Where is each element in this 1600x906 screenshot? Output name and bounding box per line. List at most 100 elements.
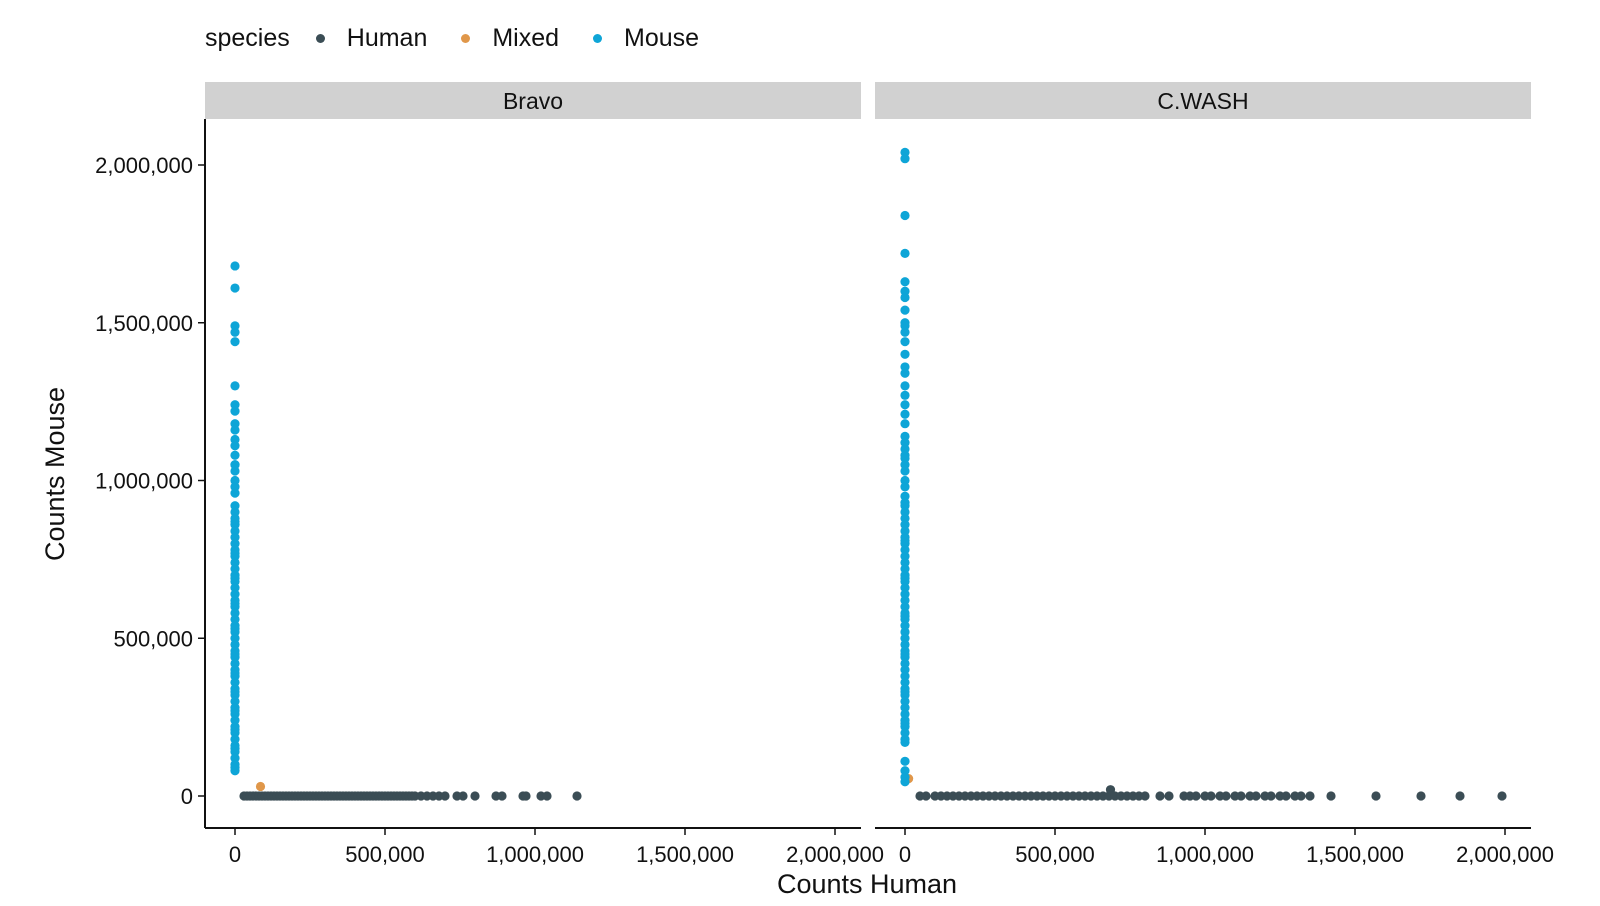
y-tick-label: 2,000,000: [95, 153, 193, 178]
point-mouse: [900, 658, 910, 669]
point-mouse: [230, 624, 240, 634]
x-tick-label: 2,000,000: [1456, 842, 1554, 867]
y-tick-label: 500,000: [113, 626, 193, 651]
point-mouse: [900, 728, 910, 738]
point-human: [1455, 791, 1465, 801]
legend-item-mixed: Mixed: [461, 24, 559, 53]
point-mouse: [230, 507, 240, 517]
point-human: [1236, 791, 1246, 801]
point-mouse: [900, 611, 910, 621]
point-human: [1371, 791, 1381, 801]
legend-mouse-dot-icon: [593, 33, 603, 43]
point-mouse: [900, 482, 910, 492]
point-mouse: [900, 671, 910, 681]
point-mouse: [230, 406, 240, 416]
point-mouse: [900, 677, 910, 688]
point-mouse: [900, 756, 910, 766]
point-mouse: [900, 709, 910, 719]
point-mouse: [230, 450, 240, 460]
facet-strip-label: Bravo: [503, 88, 563, 114]
point-human: [497, 791, 507, 801]
x-tick-label: 500,000: [345, 842, 425, 867]
point-mouse: [900, 321, 910, 331]
point-mouse: [900, 381, 910, 391]
point-mouse: [900, 466, 910, 476]
legend-label-mouse: Mouse: [624, 23, 700, 52]
legend-item-human: Human: [315, 24, 427, 53]
point-human: [1266, 791, 1276, 801]
point-mouse: [230, 425, 240, 435]
point-human: [1155, 791, 1165, 801]
point-mouse: [230, 744, 240, 754]
point-mouse: [900, 390, 910, 400]
point-human: [1164, 791, 1174, 801]
point-human: [440, 791, 450, 801]
x-tick-label: 1,000,000: [486, 842, 584, 867]
point-mouse: [230, 598, 240, 609]
point-mouse: [900, 583, 910, 593]
legend-mixed-dot-icon: [461, 33, 471, 43]
x-tick-label: 1,500,000: [636, 842, 734, 867]
point-mouse: [230, 753, 240, 763]
point-mouse: [230, 327, 240, 337]
point-mouse: [900, 703, 910, 713]
point-mouse: [900, 551, 910, 561]
point-mouse: [230, 283, 240, 293]
point-mouse: [900, 687, 910, 697]
point-mouse: [900, 557, 910, 568]
point-mouse: [900, 737, 910, 747]
point-human: [921, 791, 931, 801]
point-mouse: [900, 535, 910, 546]
point-mouse: [230, 539, 240, 549]
point-mouse: [900, 337, 910, 347]
point-mouse: [900, 438, 910, 448]
point-mouse: [230, 706, 240, 716]
point-human: [1416, 791, 1426, 801]
point-mouse: [900, 147, 910, 157]
point-mouse: [900, 507, 910, 517]
point-human: [1281, 791, 1291, 801]
point-mouse: [900, 766, 910, 776]
point-mouse: [900, 400, 910, 410]
point-human: [521, 791, 531, 801]
point-mouse: [900, 649, 910, 659]
point-mouse: [230, 321, 240, 331]
point-mouse: [230, 583, 240, 593]
point-mouse: [230, 419, 240, 429]
point-mouse: [900, 573, 910, 583]
point-mouse: [900, 602, 910, 612]
x-axis-title: Counts Human: [777, 869, 957, 899]
point-mouse: [230, 441, 240, 451]
point-human: [1221, 791, 1231, 801]
point-mouse: [900, 444, 910, 454]
x-tick-label: 0: [899, 842, 911, 867]
legend-human-dot-icon: [315, 33, 325, 43]
point-mouse: [900, 595, 910, 605]
point-mouse: [900, 545, 910, 555]
point-human: [1206, 791, 1216, 801]
point-mouse: [900, 497, 910, 508]
legend-item-mouse: Mouse: [593, 24, 699, 53]
point-mouse: [230, 696, 240, 706]
point-human: [1105, 785, 1116, 795]
point-mouse: [900, 409, 910, 419]
point-mouse: [900, 305, 910, 315]
panels: Bravo 0 500,000 1,000,000 1,500,000 2,000,000…: [95, 82, 1554, 867]
point-mouse: [230, 564, 240, 574]
point-mouse: [230, 501, 240, 511]
point-mouse: [230, 573, 240, 583]
point-mouse: [230, 548, 240, 558]
point-mouse: [230, 400, 240, 410]
point-mouse: [900, 696, 910, 706]
x-tick-label: 2,000,000: [786, 842, 884, 867]
point-human: [1305, 791, 1315, 801]
point-mouse: [900, 639, 910, 650]
y-tick-label: 1,000,000: [95, 469, 193, 494]
y-tick-label: 0: [181, 784, 193, 809]
point-mouse: [230, 715, 240, 725]
point-human: [572, 791, 582, 801]
point-human: [1191, 791, 1201, 801]
point-mouse: [230, 649, 240, 659]
point-mouse: [230, 668, 240, 678]
